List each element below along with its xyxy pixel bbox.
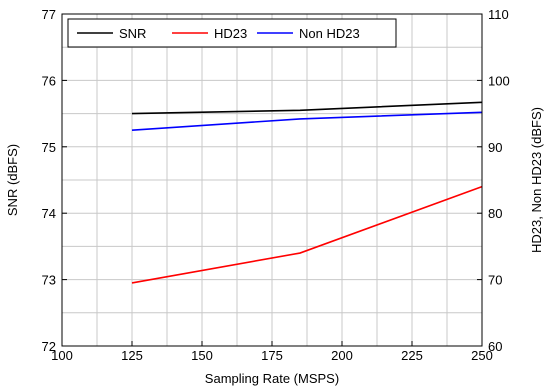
legend-label: SNR — [119, 26, 146, 41]
right-y-tick-label: 70 — [488, 273, 502, 288]
left-y-tick-label: 77 — [42, 7, 56, 22]
left-y-tick-label: 73 — [42, 273, 56, 288]
series-line-hd23 — [131, 185, 483, 284]
right-y-axis-ticks: 60 70 80 90 100 110 — [477, 7, 510, 354]
legend: SNR HD23 Non HD23 — [67, 18, 397, 48]
x-tick-label: 150 — [191, 348, 213, 363]
x-tick-label: 250 — [471, 348, 493, 363]
left-y-tick-label: 72 — [42, 339, 56, 354]
series-lines — [131, 101, 483, 284]
legend-label: Non HD23 — [299, 26, 360, 41]
right-y-tick-label: 110 — [488, 7, 509, 22]
left-y-tick-label: 74 — [42, 206, 56, 221]
x-tick-label: 100 — [51, 348, 73, 363]
left-y-tick-label: 75 — [42, 140, 56, 155]
x-tick-label: 225 — [401, 348, 423, 363]
left-y-axis-ticks: 72 73 74 75 76 77 — [42, 7, 67, 354]
x-axis-title: Sampling Rate (MSPS) — [205, 371, 339, 386]
series-line-non-hd23 — [131, 111, 483, 131]
legend-box — [67, 18, 397, 48]
right-y-tick-label: 100 — [488, 73, 510, 88]
x-tick-label: 125 — [121, 348, 143, 363]
right-y-tick-label: 60 — [488, 339, 502, 354]
left-y-tick-label: 76 — [42, 73, 56, 88]
right-y-axis-title: HD23, Non HD23 (dBFS) — [529, 107, 544, 253]
series-line-snr — [131, 101, 483, 115]
x-axis-ticks: 100 125 150 175 200 225 250 — [51, 341, 493, 363]
right-y-tick-label: 80 — [488, 206, 502, 221]
grid — [62, 14, 482, 346]
legend-label: HD23 — [214, 26, 247, 41]
x-tick-label: 200 — [331, 348, 353, 363]
x-tick-label: 175 — [261, 348, 283, 363]
right-y-tick-label: 90 — [488, 140, 502, 155]
left-y-axis-title: SNR (dBFS) — [5, 144, 20, 216]
